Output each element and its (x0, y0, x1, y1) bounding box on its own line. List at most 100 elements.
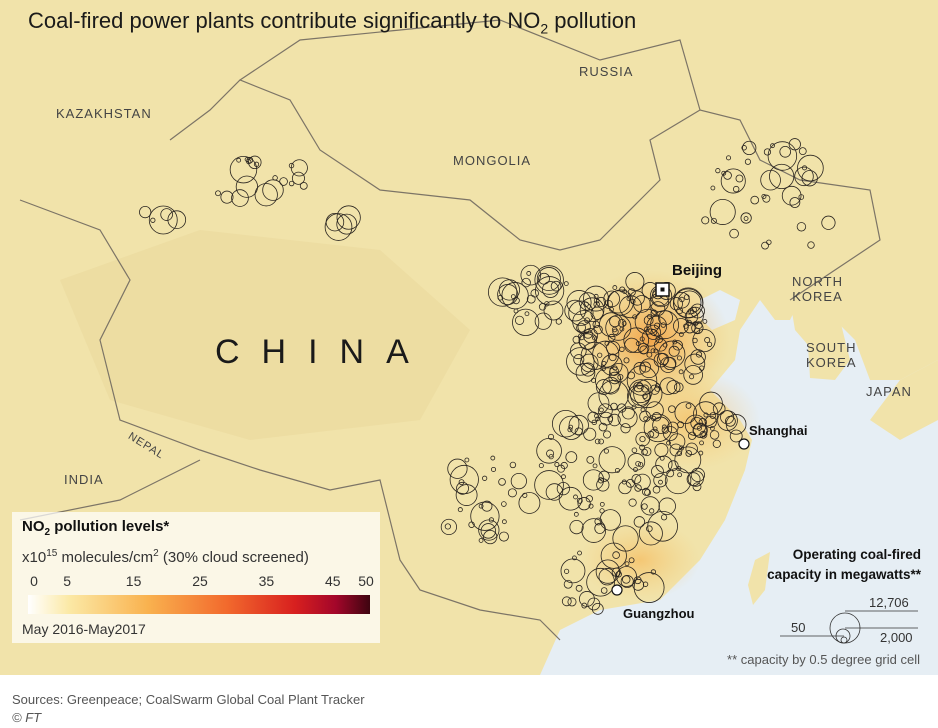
label-india: INDIA (64, 472, 104, 487)
coal-plant-circle (619, 286, 626, 293)
coal-plant-circle (656, 352, 670, 366)
coal-plant-circle (689, 374, 695, 380)
coal-plant-circle (483, 529, 498, 545)
coal-plant-circle (692, 328, 716, 353)
coal-plant-circle (566, 347, 595, 376)
coal-plant-circle (279, 177, 288, 186)
coal-plant-circle (709, 412, 717, 419)
coal-plant-circle (581, 362, 596, 377)
chart-title: Coal-fired power plants contribute signi… (28, 8, 637, 37)
coal-plant-circle (692, 482, 702, 492)
coal-plant-circle (588, 503, 594, 509)
coal-plant-circle (600, 365, 606, 372)
sources: Sources: Greenpeace; CoalSwarm Global Co… (12, 692, 365, 707)
coal-plant-circle (456, 481, 469, 495)
coal-plant-circle (564, 299, 586, 322)
coal-plant-circle (550, 280, 562, 292)
coal-plant-circle (668, 345, 680, 357)
coal-plant-circle (769, 163, 795, 190)
coal-plant-circle (643, 315, 654, 326)
coal-plant-circle (641, 328, 660, 347)
coal-plant-circle (563, 579, 573, 589)
coal-plant-circle (447, 458, 468, 479)
coal-plant-circle (591, 602, 604, 615)
coal-plant-circle (336, 213, 358, 235)
coal-plant-circle (744, 158, 752, 165)
coal-plant-circle (478, 538, 484, 543)
coal-plant-circle (603, 299, 613, 309)
coal-plant-circle (609, 363, 629, 383)
coal-plant-circle (673, 291, 690, 309)
coal-plant-circle (650, 348, 656, 354)
coal-plant-circle (554, 462, 560, 468)
coal-plant-circle (666, 440, 671, 446)
coal-plant-circle (514, 315, 525, 325)
coal-plant-circle (677, 451, 683, 457)
no2-legend: NO2 pollution levels* x1015 molecules/cm… (12, 512, 380, 643)
coal-plant-circle (673, 318, 689, 334)
coal-plant-circle (501, 519, 507, 525)
coal-plant-circle (676, 355, 682, 361)
coal-plant-circle (641, 384, 650, 393)
coal-plant-circle (535, 276, 565, 306)
coal-plant-circle (797, 154, 824, 182)
capacity-legend-circles (780, 610, 918, 644)
coal-plant-circle (627, 453, 646, 471)
coal-plant-circle (606, 290, 630, 314)
coal-plant-circle (658, 479, 663, 485)
coal-plant-circle (524, 311, 530, 317)
city-shanghai: Shanghai (749, 423, 808, 438)
coal-plant-circle (645, 401, 664, 420)
coal-plant-circle (512, 308, 540, 336)
coal-plant-circle (649, 428, 660, 439)
coal-plant-circle (594, 522, 606, 534)
coal-plant-circle (288, 162, 295, 169)
coal-plant-circle (609, 306, 614, 312)
coal-plant-circle (652, 485, 661, 494)
coal-plant-circle (569, 519, 584, 535)
capacity-legend-title: Operating coal-fired capacity in megawatt… (767, 547, 921, 582)
coal-plant-circle (150, 217, 156, 223)
coal-plant-circle (608, 413, 621, 427)
coal-plant-circle (139, 205, 152, 219)
coal-plant-circle (510, 472, 527, 490)
coal-plant-circle (664, 467, 692, 495)
capacity-note: ** capacity by 0.5 degree grid cell (727, 652, 920, 667)
coal-plant-circle (598, 568, 616, 586)
coal-plant-circle (522, 492, 528, 498)
coal-plant-circle (594, 517, 603, 526)
coal-plant-circle (534, 470, 564, 500)
coal-plant-circle (235, 175, 258, 198)
coal-plant-circle (639, 358, 659, 379)
coal-plant-circle (647, 314, 652, 319)
coal-plant-circle (620, 423, 631, 434)
coal-plant-circle (543, 300, 564, 321)
korea (790, 300, 850, 380)
coal-plant-circle (478, 519, 500, 541)
coal-plant-circle (638, 461, 644, 468)
no2-tick: 25 (192, 573, 208, 589)
coal-plant-circle (595, 416, 601, 422)
coal-plant-circle (530, 289, 539, 298)
label-mongolia: MONGOLIA (453, 153, 532, 168)
coal-plant-circle (592, 320, 600, 329)
coal-plant-circle (685, 319, 692, 326)
coal-plant-circle (644, 489, 651, 496)
coal-plant-circle (581, 602, 588, 609)
coal-plant-circle (644, 326, 650, 332)
coal-plant-circle (555, 318, 562, 325)
coal-plant-circle (617, 403, 627, 413)
coal-plant-circle (593, 325, 603, 335)
coal-plant-circle (457, 507, 463, 513)
coal-plant-circle (760, 169, 781, 191)
no2-color-scale (28, 595, 370, 614)
label-kazakhstan: KAZAKHSTAN (56, 106, 152, 121)
coal-plant-circle (743, 216, 749, 221)
no2-tick: 35 (258, 573, 275, 589)
coal-plant-circle (651, 412, 662, 422)
coal-plant-circle (667, 460, 679, 471)
coal-plant-circle (694, 327, 701, 334)
taiwan (748, 552, 770, 605)
coal-plant-circle (608, 371, 621, 385)
coal-plant-circle (631, 404, 637, 410)
